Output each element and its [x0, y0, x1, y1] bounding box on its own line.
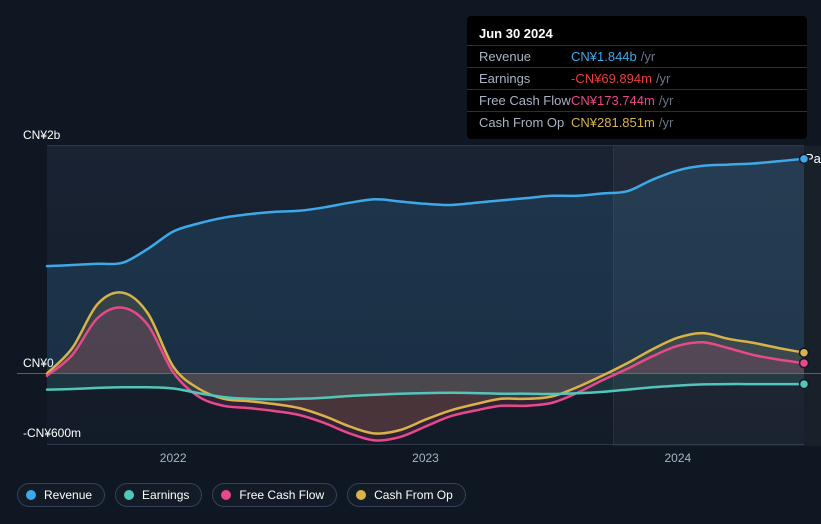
chart-series-svg	[47, 145, 804, 445]
tooltip-unit: /yr	[656, 71, 670, 86]
legend-label: Free Cash Flow	[239, 488, 324, 502]
tooltip-value: CN¥281.851m	[571, 115, 655, 130]
tooltip-value: -CN¥69.894m	[571, 71, 652, 86]
legend-label: Revenue	[44, 488, 92, 502]
tooltip-label: Cash From Op	[479, 115, 571, 130]
legend-dot-icon	[26, 490, 36, 500]
chart-tooltip: Jun 30 2024 Revenue CN¥1.844b /yr Earnin…	[467, 16, 807, 139]
tooltip-date: Jun 30 2024	[467, 22, 807, 45]
financials-chart[interactable]: Past CN¥2b CN¥0 -CN¥600m	[17, 145, 804, 445]
tooltip-label: Revenue	[479, 49, 571, 64]
tooltip-unit: /yr	[659, 93, 673, 108]
tooltip-label: Free Cash Flow	[479, 93, 571, 108]
legend-label: Cash From Op	[374, 488, 453, 502]
tooltip-row-earnings: Earnings -CN¥69.894m /yr	[467, 67, 807, 89]
chart-legend: Revenue Earnings Free Cash Flow Cash Fro…	[17, 483, 466, 507]
legend-item-revenue[interactable]: Revenue	[17, 483, 105, 507]
legend-dot-icon	[124, 490, 134, 500]
x-axis-tick: 2023	[412, 451, 439, 465]
tooltip-value: CN¥1.844b	[571, 49, 637, 64]
legend-item-earnings[interactable]: Earnings	[115, 483, 202, 507]
y-axis-label: CN¥2b	[23, 128, 60, 142]
legend-item-cfo[interactable]: Cash From Op	[347, 483, 466, 507]
legend-item-fcf[interactable]: Free Cash Flow	[212, 483, 337, 507]
tooltip-unit: /yr	[641, 49, 655, 64]
tooltip-value: CN¥173.744m	[571, 93, 655, 108]
x-axis-tick: 2022	[160, 451, 187, 465]
x-axis-tick: 2024	[664, 451, 691, 465]
tooltip-row-fcf: Free Cash Flow CN¥173.744m /yr	[467, 89, 807, 111]
legend-dot-icon	[221, 490, 231, 500]
tooltip-row-revenue: Revenue CN¥1.844b /yr	[467, 45, 807, 67]
tooltip-unit: /yr	[659, 115, 673, 130]
tooltip-row-cfo: Cash From Op CN¥281.851m /yr	[467, 111, 807, 133]
x-axis: 2022 2023 2024	[47, 451, 804, 469]
legend-dot-icon	[356, 490, 366, 500]
tooltip-label: Earnings	[479, 71, 571, 86]
legend-label: Earnings	[142, 488, 189, 502]
